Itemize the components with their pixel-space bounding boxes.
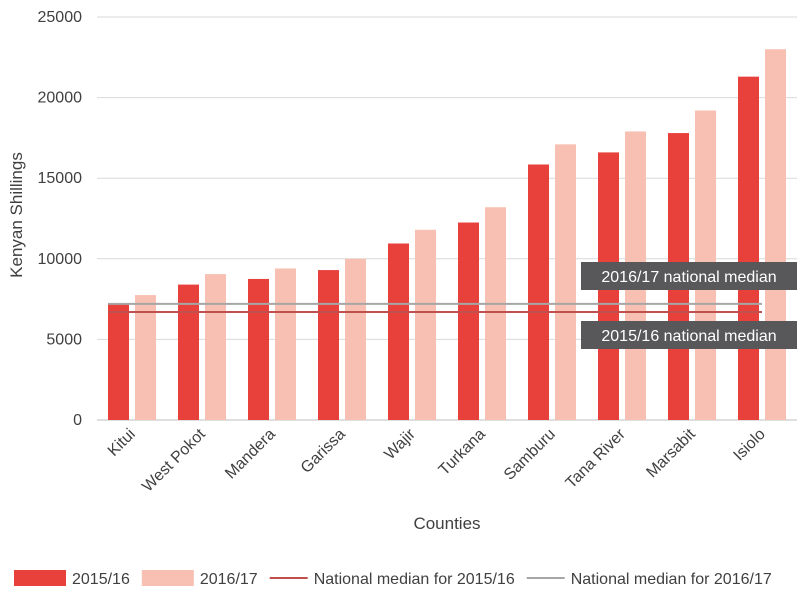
gridlines [97, 16, 797, 421]
legend-item: 2015/16 [14, 570, 130, 588]
bars [108, 49, 786, 421]
y-axis-ticks: 0 5000 10000 15000 20000 25000 [38, 9, 83, 429]
x-tick-label: Tana River [563, 425, 630, 492]
median-callout: 2015/16 national median [581, 321, 797, 349]
median-callout: 2016/17 national median [581, 262, 797, 290]
bar-2015-16 [178, 284, 199, 420]
y-tick-label: 25000 [38, 9, 83, 26]
y-tick-label: 0 [73, 412, 82, 429]
legend-swatch [141, 570, 194, 586]
x-tick-label: Wajir [381, 425, 419, 463]
bar-2015-16 [738, 76, 759, 421]
legend-item: National median for 2015/16 [269, 571, 515, 588]
y-axis-title: Kenyan Shillings [7, 152, 26, 278]
bar-2016-17 [415, 229, 436, 420]
y-tick-label: 10000 [38, 251, 83, 268]
bar-2016-17 [205, 274, 226, 420]
x-tick-label: Garissa [298, 426, 349, 477]
x-tick-label: Isiolo [730, 426, 769, 465]
x-tick-label: Kitui [105, 426, 139, 460]
x-tick-label: Samburu [501, 426, 559, 484]
callout-label: 2015/16 national median [601, 328, 776, 345]
bar-2015-16 [108, 303, 129, 420]
legend-item: 2016/17 [141, 570, 258, 588]
bar-2016-17 [765, 49, 786, 421]
legend-label: 2015/16 [72, 571, 130, 588]
x-tick-label: Marsabit [643, 425, 699, 481]
x-axis-ticks: Kitui West Pokot Mandera Garissa Wajir Turkan… [105, 425, 769, 495]
legend-label: National median for 2015/16 [314, 571, 515, 588]
bar-2016-17 [345, 258, 366, 420]
bar-2015-16 [458, 222, 479, 420]
bar-2015-16 [248, 278, 269, 420]
legend-item: National median for 2016/17 [526, 571, 772, 588]
legend-label: 2016/17 [200, 571, 258, 588]
bar-2015-16 [318, 270, 339, 420]
y-tick-label: 20000 [38, 90, 83, 107]
callout-label: 2016/17 national median [601, 269, 776, 286]
callout-box [581, 321, 797, 349]
bar-2016-17 [135, 295, 156, 420]
x-tick-label: West Pokot [139, 425, 209, 495]
y-tick-label: 15000 [38, 170, 83, 187]
legend-swatch [14, 570, 66, 586]
bar-2015-16 [528, 164, 549, 420]
x-tick-label: Mandera [222, 426, 279, 483]
bar-2016-17 [555, 144, 576, 420]
y-tick-label: 5000 [46, 331, 82, 348]
median-callouts: 2016/17 national median 2015/16 national … [581, 262, 797, 349]
bar-2016-17 [485, 207, 506, 420]
legend-label: National median for 2016/17 [571, 571, 772, 588]
x-tick-label: Turkana [436, 426, 489, 479]
bar-2016-17 [275, 268, 296, 420]
callout-box [581, 262, 797, 290]
x-axis-title: Counties [413, 514, 480, 533]
legend: 2015/16 2016/17 National median for 2015/1… [14, 570, 772, 588]
bar-2015-16 [388, 243, 409, 420]
median-lines [108, 302, 762, 313]
